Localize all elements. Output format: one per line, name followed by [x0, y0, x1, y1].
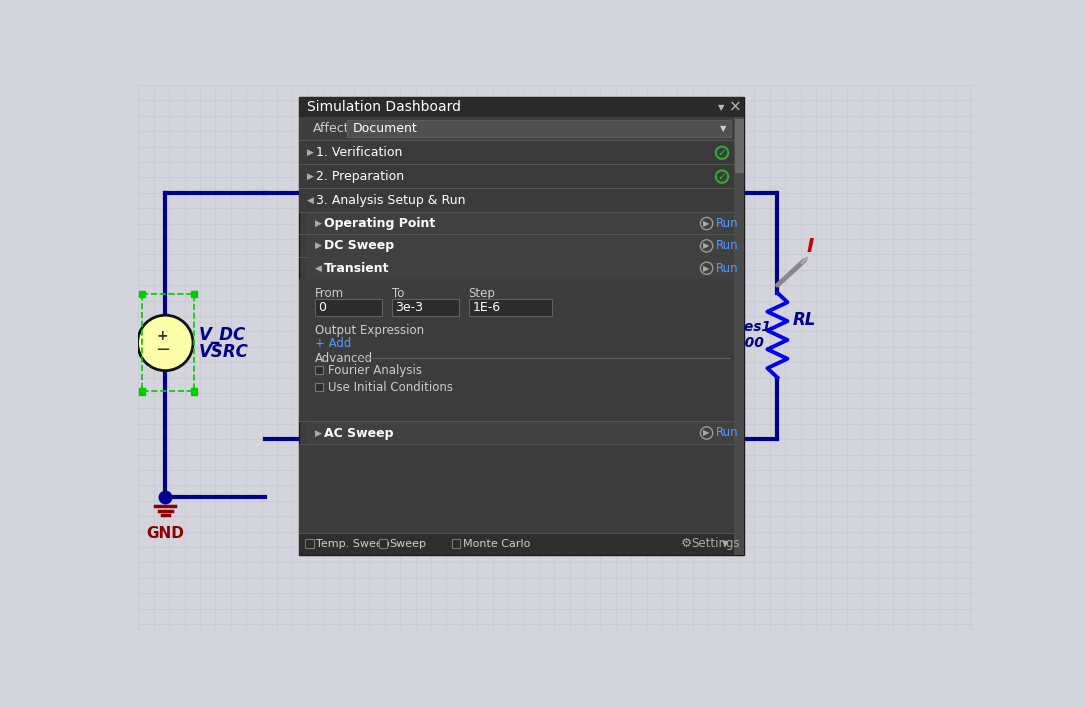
FancyBboxPatch shape — [299, 165, 735, 188]
Text: Temp. Sweep: Temp. Sweep — [316, 539, 390, 549]
Text: ▶: ▶ — [307, 172, 314, 181]
Text: ✓: ✓ — [717, 171, 726, 181]
Text: 0: 0 — [319, 301, 327, 314]
FancyBboxPatch shape — [315, 383, 323, 392]
FancyBboxPatch shape — [315, 299, 382, 316]
Text: ▶: ▶ — [703, 263, 710, 273]
FancyBboxPatch shape — [307, 422, 735, 444]
FancyBboxPatch shape — [735, 119, 743, 173]
Text: Settings: Settings — [691, 537, 740, 550]
FancyBboxPatch shape — [299, 141, 735, 164]
Text: ▼: ▼ — [722, 539, 728, 549]
Text: To: To — [392, 287, 404, 299]
Text: Simulation Dashboard: Simulation Dashboard — [307, 101, 461, 114]
Text: ▶: ▶ — [315, 241, 321, 251]
Text: Step: Step — [469, 287, 496, 299]
FancyBboxPatch shape — [451, 539, 460, 548]
Text: ▼: ▼ — [718, 103, 725, 112]
FancyBboxPatch shape — [191, 389, 196, 394]
FancyBboxPatch shape — [307, 258, 735, 279]
Text: Monte Carlo: Monte Carlo — [462, 539, 529, 549]
Text: ×: × — [729, 100, 741, 115]
Text: Use Initial Conditions: Use Initial Conditions — [328, 381, 452, 394]
FancyBboxPatch shape — [307, 213, 735, 234]
FancyBboxPatch shape — [469, 299, 552, 316]
Text: Affect: Affect — [314, 122, 349, 135]
Text: VSRC: VSRC — [200, 343, 250, 361]
Text: ▶: ▶ — [315, 428, 321, 438]
Text: 2. Preparation: 2. Preparation — [316, 170, 405, 183]
FancyBboxPatch shape — [299, 118, 735, 140]
Text: Run: Run — [716, 217, 739, 230]
Text: + Add: + Add — [315, 337, 352, 350]
FancyBboxPatch shape — [299, 97, 744, 554]
FancyBboxPatch shape — [306, 539, 314, 548]
FancyBboxPatch shape — [347, 120, 731, 137]
Text: Output Expression: Output Expression — [315, 324, 424, 337]
FancyBboxPatch shape — [139, 389, 145, 394]
Text: 1. Verification: 1. Verification — [316, 147, 403, 159]
Text: ▶: ▶ — [703, 428, 710, 438]
FancyBboxPatch shape — [299, 445, 735, 533]
Text: Document: Document — [354, 122, 418, 135]
Text: +: + — [156, 329, 168, 343]
Text: Res1
100: Res1 100 — [735, 320, 773, 350]
Text: DC Sweep: DC Sweep — [324, 239, 394, 252]
FancyBboxPatch shape — [379, 539, 387, 548]
Text: AC Sweep: AC Sweep — [324, 426, 394, 440]
Text: ◀: ◀ — [307, 196, 314, 205]
Text: ▶: ▶ — [703, 219, 710, 228]
Text: From: From — [315, 287, 344, 299]
Text: ⚙: ⚙ — [680, 537, 691, 550]
FancyBboxPatch shape — [299, 533, 735, 554]
Text: ▶: ▶ — [307, 148, 314, 157]
Text: ▶: ▶ — [315, 219, 321, 228]
FancyBboxPatch shape — [315, 366, 323, 375]
Text: Run: Run — [716, 426, 739, 440]
Text: 3. Analysis Setup & Run: 3. Analysis Setup & Run — [316, 194, 465, 207]
Text: Operating Point: Operating Point — [324, 217, 435, 230]
Text: 3e-3: 3e-3 — [396, 301, 423, 314]
Text: ▼: ▼ — [720, 125, 727, 133]
Text: −: − — [155, 341, 169, 359]
Text: Transient: Transient — [324, 262, 390, 275]
Text: ◀: ◀ — [315, 263, 321, 273]
Text: GND: GND — [146, 526, 184, 541]
FancyBboxPatch shape — [139, 291, 145, 297]
Text: 1E-6: 1E-6 — [472, 301, 500, 314]
Text: V_DC: V_DC — [200, 326, 246, 344]
FancyBboxPatch shape — [191, 291, 196, 297]
Text: Advanced: Advanced — [315, 352, 373, 365]
Text: RL: RL — [793, 311, 816, 329]
Ellipse shape — [138, 315, 193, 370]
Text: ▶: ▶ — [703, 241, 710, 251]
Text: Fourier Analysis: Fourier Analysis — [328, 364, 422, 377]
FancyBboxPatch shape — [299, 279, 735, 421]
Text: I: I — [807, 237, 814, 256]
FancyBboxPatch shape — [735, 118, 744, 554]
FancyBboxPatch shape — [299, 97, 744, 118]
Text: Run: Run — [716, 262, 739, 275]
Text: ✓: ✓ — [717, 148, 726, 158]
FancyBboxPatch shape — [307, 235, 735, 257]
Text: Sweep: Sweep — [390, 539, 426, 549]
FancyBboxPatch shape — [392, 299, 459, 316]
Text: Run: Run — [716, 239, 739, 252]
FancyBboxPatch shape — [299, 189, 735, 212]
